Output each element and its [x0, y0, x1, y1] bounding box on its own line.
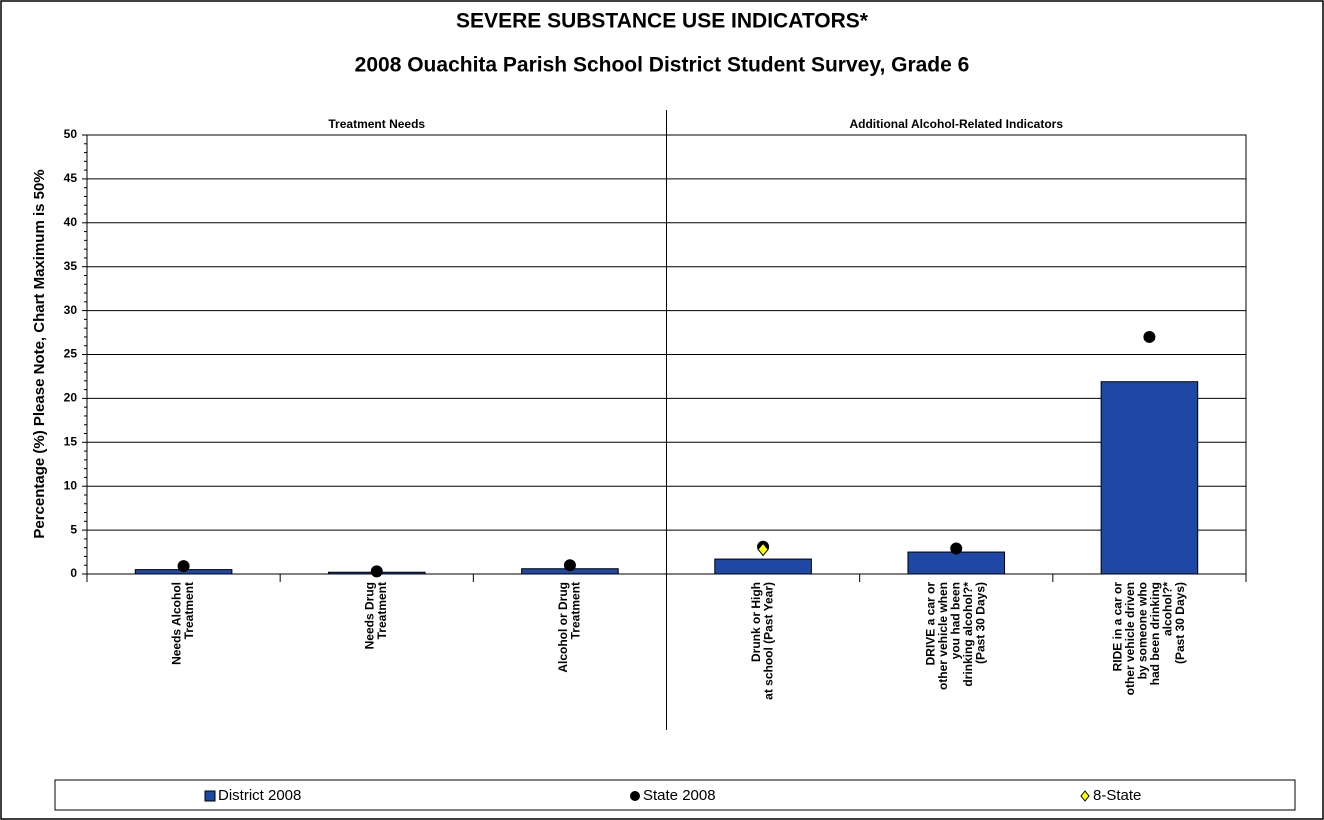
eight-state-marker: [757, 542, 769, 557]
y-tick-label: 50: [64, 127, 78, 141]
y-tick-label: 0: [70, 566, 77, 580]
x-tick-label: other vehicle when: [936, 582, 950, 690]
bar: [907, 551, 1006, 575]
y-tick-label: 15: [64, 434, 78, 448]
y-tick-label: 40: [64, 215, 78, 229]
legend-swatch: [204, 790, 216, 802]
x-tick-label: alcohol?*: [1160, 582, 1174, 636]
chart-title: SEVERE SUBSTANCE USE INDICATORS*: [456, 10, 869, 33]
legend-label: District 2008: [218, 787, 301, 804]
y-tick-label: 20: [64, 391, 78, 405]
bar: [1100, 381, 1199, 575]
x-tick-label: at school (Past Year): [762, 582, 776, 700]
x-tick-label: Treatment: [375, 582, 389, 639]
bar: [714, 558, 812, 575]
x-tick-label: Drunk or High: [749, 582, 763, 662]
section-label: Treatment Needs: [328, 117, 425, 131]
x-tick-label: Alcohol or Drug: [556, 582, 570, 673]
x-tick-label: had been drinking: [1148, 582, 1162, 685]
y-tick-label: 5: [70, 522, 77, 536]
x-tick-label: Needs Drug: [363, 582, 377, 649]
y-tick-label: 10: [64, 478, 78, 492]
state-marker: [950, 542, 963, 555]
x-tick-label: RIDE in a car or: [1110, 582, 1124, 672]
y-axis-title: Percentage (%) Please Note, Chart Maximu…: [31, 169, 48, 538]
legend-label: State 2008: [643, 787, 716, 804]
legend-swatch: [1080, 790, 1090, 802]
chart-subtitle: 2008 Ouachita Parish School District Stu…: [355, 54, 970, 77]
x-tick-label: drinking alcohol?*: [961, 582, 975, 687]
x-tick-label: other vehicle driven: [1123, 582, 1137, 695]
y-tick-label: 35: [64, 259, 78, 273]
section-label: Additional Alcohol-Related Indicators: [849, 117, 1063, 131]
state-marker: [370, 565, 383, 578]
y-tick-label: 30: [64, 303, 78, 317]
x-tick-label: Treatment: [182, 582, 196, 639]
x-tick-label: Needs Alcohol: [170, 582, 184, 665]
x-tick-label: Treatment: [568, 582, 582, 639]
x-tick-label: DRIVE a car or: [923, 582, 937, 666]
x-tick-label: by someone who: [1135, 582, 1149, 679]
legend-label: 8-State: [1093, 787, 1141, 804]
legend-swatch: [630, 791, 640, 801]
state-marker: [1143, 330, 1156, 343]
x-tick-label: you had been: [948, 582, 962, 659]
y-tick-label: 45: [64, 171, 78, 185]
state-marker: [177, 560, 190, 573]
y-tick-label: 25: [64, 347, 78, 361]
x-tick-label: (Past 30 Days): [973, 582, 987, 664]
x-tick-label: (Past 30 Days): [1173, 582, 1187, 664]
state-marker: [563, 559, 576, 572]
